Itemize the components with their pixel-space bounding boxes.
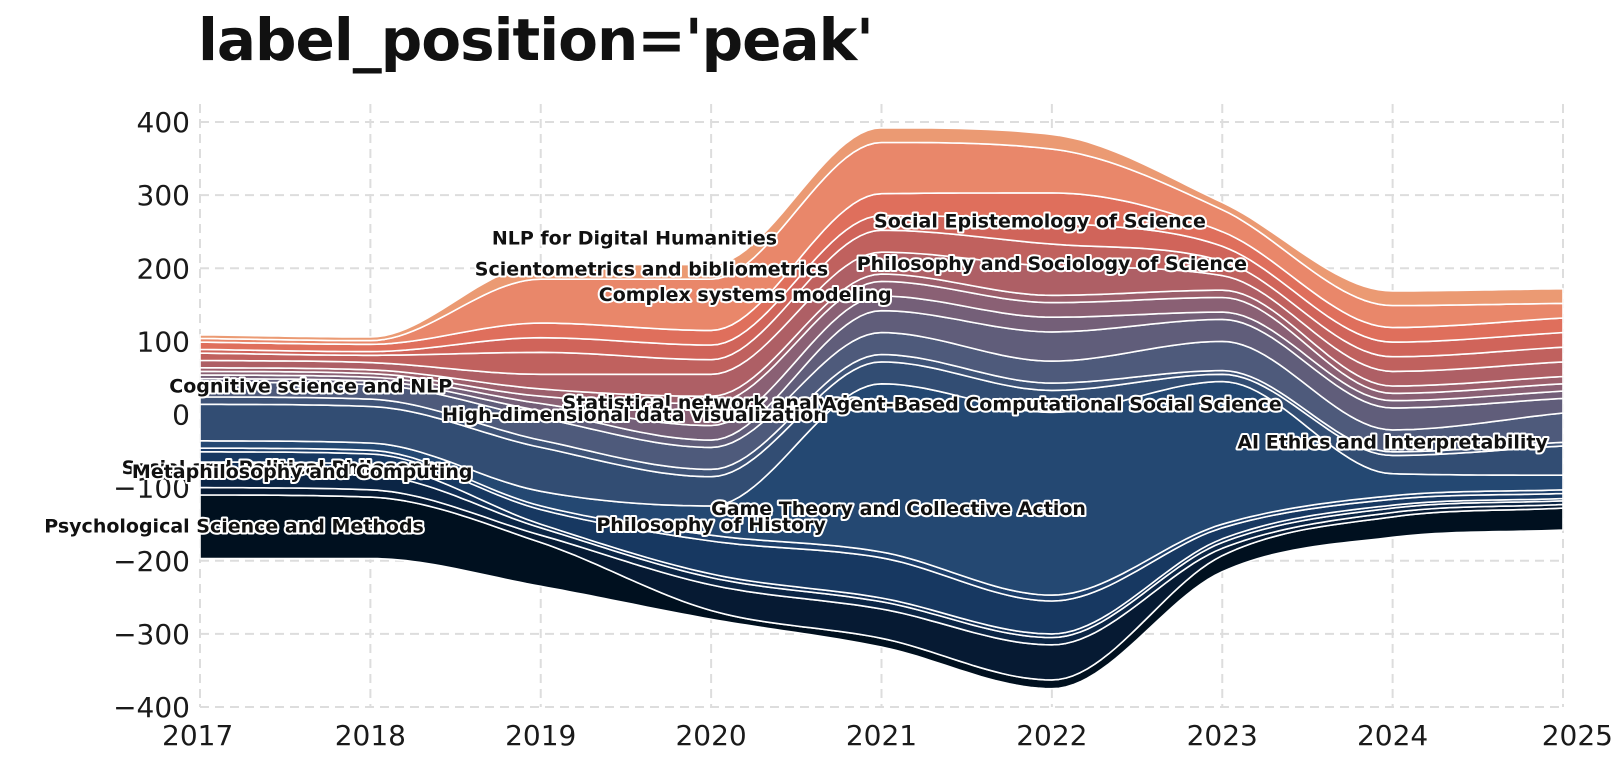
x-tick-label: 2019 (505, 719, 576, 752)
x-tick-label: 2020 (675, 719, 746, 752)
y-tick-label: −200 (113, 545, 190, 578)
stream-labels: NLP for Digital Humanities Scientometrics… (42, 209, 1550, 540)
stream-label: Metaphilosophy and Computing (132, 461, 473, 483)
y-tick-label: 400 (137, 106, 190, 139)
x-tick-label: 2018 (335, 719, 406, 752)
stream-label: High-dimensional data visualization (442, 404, 827, 426)
x-tick-label: 2022 (1016, 719, 1087, 752)
stream-label: Social and Political Philosophy (122, 457, 450, 479)
chart-title: label_position='peak' (198, 6, 874, 74)
x-tick-label: 2023 (1187, 719, 1258, 752)
x-tick-label: 2017 (162, 719, 233, 752)
stream-label: Complex systems modeling (599, 284, 892, 306)
x-tick-label: 2025 (1542, 719, 1613, 752)
stream-layer-20 (199, 127, 1564, 342)
y-tick-label: 100 (137, 325, 190, 358)
stream-label: Statistical network analysis (563, 392, 860, 414)
x-tick-label: 2021 (846, 719, 917, 752)
y-tick-label: −300 (113, 618, 190, 651)
y-tick-label: 300 (137, 179, 190, 212)
stream-label: Psychological Science and Methods (44, 516, 424, 538)
y-axis-ticks: 400 300 200 100 0 −100 −200 −300 −400 (113, 106, 190, 724)
stream-label: Scientometrics and bibliometrics (475, 258, 828, 280)
stream-label: Philosophy and Sociology of Science (857, 253, 1247, 275)
stream-label: Cognitive science and NLP (169, 375, 452, 397)
y-tick-label: 0 (172, 399, 190, 432)
stream-label: AI Ethics and Interpretability (1237, 432, 1548, 454)
x-tick-label: 2024 (1357, 719, 1428, 752)
stream-label: Social Epistemology of Science (874, 211, 1206, 233)
stream-label: Game Theory and Collective Action (711, 498, 1086, 520)
y-tick-label: 200 (137, 252, 190, 285)
y-tick-label: −400 (113, 691, 190, 724)
x-axis-ticks: 2017 2018 2019 2020 2021 2022 2023 2024 2025 (162, 719, 1613, 752)
stream-label: Agent-Based Computational Social Science (822, 394, 1282, 416)
stream-label: NLP for Digital Humanities (492, 228, 777, 250)
stream-layers (199, 127, 1564, 690)
y-tick-label: −100 (113, 472, 190, 505)
stream-label: Philosophy of History (596, 514, 826, 536)
